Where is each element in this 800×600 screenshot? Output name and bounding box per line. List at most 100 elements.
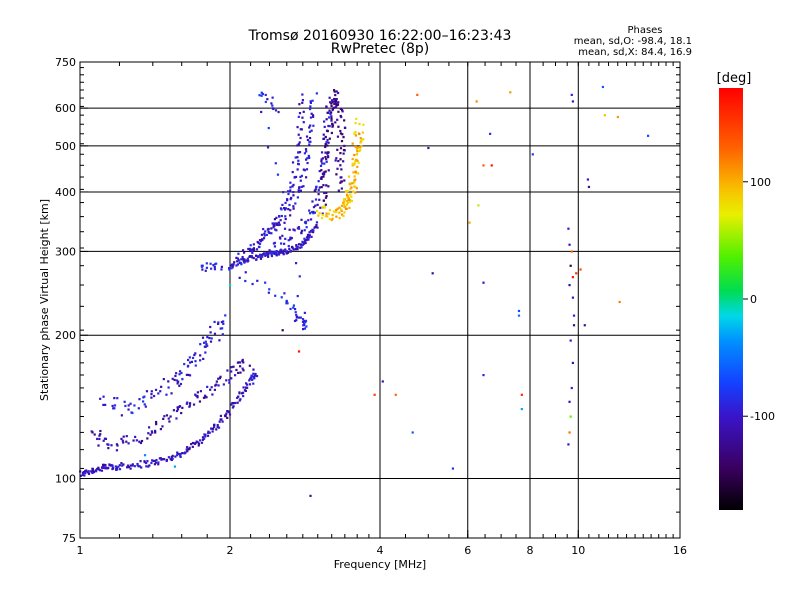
echo-point: [208, 431, 211, 434]
echo-point: [188, 405, 191, 408]
echo-point: [97, 466, 100, 469]
echo-point: [305, 226, 308, 229]
echo-point: [221, 333, 224, 336]
echo-point: [325, 105, 328, 109]
echo-point: [260, 238, 264, 241]
echo-point: [310, 129, 313, 132]
echo-point: [276, 223, 279, 226]
axis-ticks: 1 2 4 6 8 10 16 75 100 200 300 400 500 600 750: [55, 56, 687, 557]
echo-point: [338, 206, 341, 209]
echo-point: [354, 158, 358, 161]
echo-point: [283, 292, 286, 295]
echo-point: [168, 420, 171, 423]
echo-point: [275, 250, 278, 253]
colorbar-tick-label: -100: [750, 410, 775, 423]
echo-point: [205, 396, 208, 399]
echo-point: [291, 161, 295, 164]
echo-point: [292, 194, 295, 197]
echo-point: [351, 182, 354, 185]
echo-point: [176, 382, 179, 385]
stats-line-x: mean, sd,X: 84.4, 16.9: [578, 47, 692, 58]
echo-point: [297, 159, 300, 162]
echo-point: [307, 154, 310, 158]
echo-point: [340, 176, 343, 179]
echo-point: [299, 179, 302, 182]
echo-point: [155, 458, 158, 462]
echo-point: [233, 261, 236, 264]
echo-point: [310, 230, 313, 233]
echo-point: [297, 226, 300, 229]
echo-point: [99, 397, 102, 400]
echo-point: [194, 441, 197, 445]
echo-point: [309, 494, 312, 497]
echo-point: [213, 332, 217, 335]
echo-point: [253, 377, 256, 380]
echo-point: [348, 182, 351, 185]
echo-point: [236, 401, 239, 404]
echo-point: [281, 329, 284, 332]
echo-point: [343, 144, 346, 148]
echo-point: [254, 254, 258, 257]
echo-point: [299, 316, 302, 319]
echo-point: [266, 146, 270, 149]
echo-point: [353, 175, 356, 178]
echo-point: [275, 254, 278, 257]
echo-point: [252, 382, 255, 385]
echo-point: [154, 461, 158, 464]
echo-point: [282, 191, 285, 194]
echo-point: [352, 171, 355, 174]
echo-point: [308, 212, 312, 215]
echo-point: [240, 263, 243, 266]
echo-point: [209, 325, 212, 329]
echo-point: [244, 389, 247, 393]
echo-point: [87, 470, 90, 473]
echo-point: [213, 268, 217, 271]
echo-point: [199, 343, 202, 346]
y-tick-label: 750: [55, 56, 76, 69]
echo-point: [219, 327, 222, 330]
echo-point: [178, 405, 181, 409]
echo-point: [252, 375, 255, 378]
echo-point: [301, 101, 304, 104]
echo-point: [330, 115, 333, 118]
echo-point: [289, 209, 292, 212]
echo-point: [299, 246, 302, 249]
echo-point: [331, 108, 334, 112]
echo-point: [348, 206, 351, 209]
echo-point: [176, 454, 179, 457]
echo-point: [568, 243, 571, 246]
echo-point: [192, 403, 196, 406]
echo-point: [147, 426, 151, 429]
echo-point: [340, 115, 343, 119]
echo-point: [266, 252, 269, 255]
echo-point: [160, 385, 163, 388]
echo-point: [83, 474, 86, 477]
echo-point: [321, 206, 324, 209]
echo-point: [312, 210, 315, 214]
echo-point: [292, 306, 295, 309]
echo-point: [349, 193, 352, 196]
echo-point: [297, 350, 301, 353]
echo-point: [217, 384, 220, 387]
echo-point: [343, 119, 346, 122]
echo-point: [204, 269, 207, 272]
echo-point: [256, 255, 260, 259]
echo-point: [194, 360, 197, 363]
echo-point: [179, 455, 182, 458]
echo-point: [208, 336, 211, 340]
echo-point: [248, 249, 252, 253]
echo-point: [246, 257, 249, 260]
echo-point: [288, 247, 291, 250]
echo-point: [198, 439, 202, 442]
echo-point: [583, 324, 586, 327]
echo-point: [334, 98, 337, 101]
echo-point: [188, 404, 192, 407]
echo-point: [196, 391, 199, 394]
echo-point: [84, 469, 87, 473]
echo-point: [326, 144, 329, 147]
echo-point: [250, 248, 253, 251]
echo-point: [284, 207, 287, 210]
echo-point: [362, 123, 365, 126]
echo-point: [129, 402, 132, 405]
echo-point: [224, 414, 227, 417]
